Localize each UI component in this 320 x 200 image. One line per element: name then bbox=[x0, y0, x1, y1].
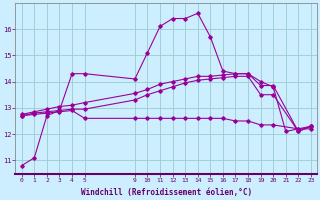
X-axis label: Windchill (Refroidissement éolien,°C): Windchill (Refroidissement éolien,°C) bbox=[81, 188, 252, 197]
